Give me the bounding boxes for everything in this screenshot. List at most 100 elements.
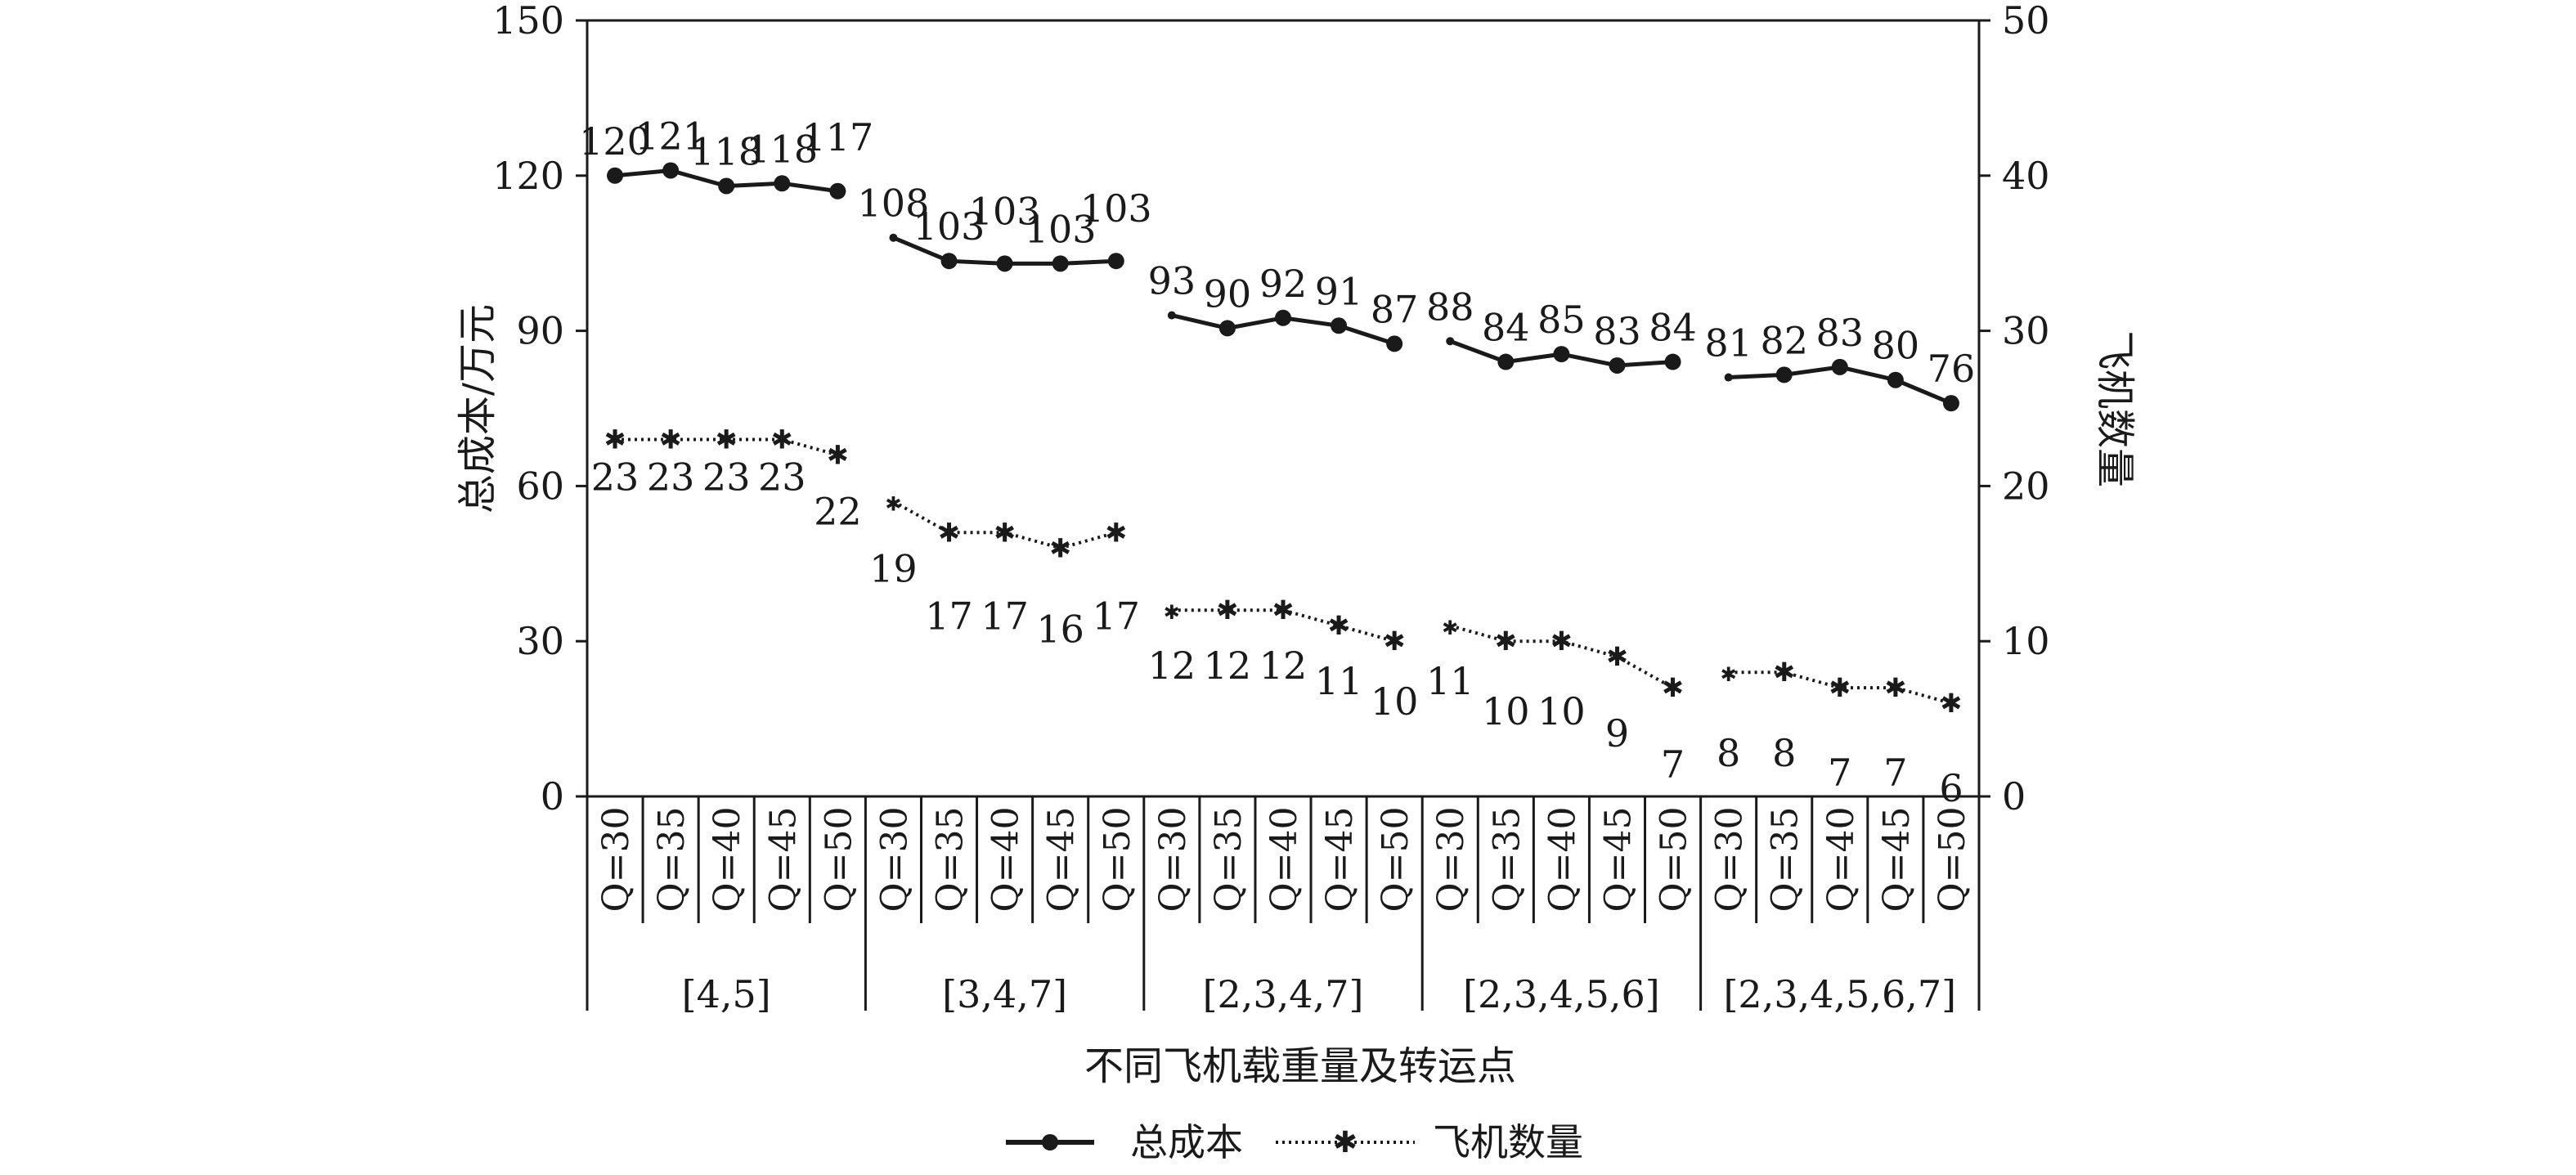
- category-tick-label: Q=45: [1041, 807, 1083, 913]
- aircraft-count-point: ✱: [1442, 617, 1458, 639]
- aircraft-count-point: ✱: [604, 424, 626, 455]
- total-cost-data-label: 103: [1025, 207, 1097, 251]
- aircraft-count-data-label: 17: [1092, 594, 1140, 638]
- total-cost-data-label: 87: [1371, 287, 1419, 331]
- total-cost-point: [718, 177, 735, 195]
- aircraft-count-point: ✱: [716, 424, 738, 455]
- aircraft-count-point: ✱: [1606, 641, 1628, 672]
- category-tick-label: Q=30: [873, 807, 915, 913]
- aircraft-count-data-label: 12: [1259, 644, 1308, 688]
- total-cost-point: [662, 162, 680, 179]
- total-cost-data-label: 76: [1928, 347, 1976, 391]
- total-cost-point: [1052, 255, 1069, 272]
- aircraft-count-data-label: 23: [647, 455, 695, 499]
- total-cost-point: [607, 167, 624, 184]
- category-tick-label: Q=50: [1097, 807, 1138, 913]
- total-cost-point: [1331, 317, 1348, 334]
- legend-total-cost-marker: [1042, 1134, 1058, 1150]
- category-tick-label: Q=35: [1486, 807, 1528, 913]
- total-cost-data-label: 83: [1816, 311, 1865, 355]
- total-cost-point: [1167, 311, 1176, 320]
- left-y-tick-label-3: 90: [516, 309, 564, 353]
- left-y-tick-label-5: 150: [492, 0, 564, 43]
- legend: 总成本 ✱ 飞机数量: [1006, 1120, 1583, 1164]
- aircraft-count-data-label: 11: [1315, 659, 1363, 703]
- category-tick-label: Q=45: [762, 807, 804, 913]
- total-cost-data-label: 103: [969, 189, 1041, 233]
- category-tick-label: Q=35: [930, 807, 972, 913]
- aircraft-count-data-label: 22: [814, 489, 862, 533]
- right-y-tick-label-5: 50: [2002, 0, 2050, 43]
- aircraft-count-point: ✱: [938, 517, 960, 548]
- total-cost-data-label: 117: [801, 115, 873, 159]
- category-tick-label: Q=45: [1319, 807, 1361, 913]
- aircraft-count-point: ✱: [1105, 517, 1127, 548]
- right-y-tick-label-0: 0: [2002, 774, 2026, 818]
- total-cost-point: [940, 253, 958, 270]
- total-cost-point: [889, 233, 898, 242]
- category-tick-label: Q=40: [707, 807, 748, 913]
- legend-aircraft-count-marker: ✱: [1333, 1126, 1358, 1159]
- total-cost-point: [1609, 357, 1626, 374]
- category-tick-label: Q=35: [1765, 807, 1806, 913]
- left-y-axis: 0 30 60 90 120 150: [492, 0, 587, 818]
- aircraft-count-data-label: 10: [1537, 689, 1586, 733]
- aircraft-count-point: ✱: [1941, 688, 1963, 719]
- aircraft-count-point: ✱: [1773, 657, 1795, 688]
- aircraft-count-point: ✱: [1049, 532, 1071, 563]
- category-tick-label: Q=50: [818, 807, 859, 913]
- category-tick-label: Q=35: [651, 807, 693, 913]
- total-cost-point: [1942, 395, 1959, 412]
- category-tick-label: Q=30: [595, 807, 637, 913]
- aircraft-count-data-label: 6: [1939, 766, 1963, 810]
- aircraft-count-point: ✱: [1328, 610, 1350, 641]
- aircraft-count-line-segment: [1449, 624, 1674, 689]
- legend-item-total-cost: 总成本: [1006, 1120, 1243, 1164]
- aircraft-count-point: ✱: [1384, 626, 1406, 657]
- category-tick-label: Q=50: [1654, 807, 1695, 913]
- aircraft-count-data-label: 19: [869, 546, 918, 590]
- total-cost-data-label: 80: [1872, 324, 1920, 368]
- left-y-tick-label-1: 30: [516, 619, 564, 663]
- category-tick-label: Q=50: [1932, 807, 1973, 913]
- category-tick-label: Q=30: [1709, 807, 1751, 913]
- group-label: [2,3,4,5,6,7]: [1723, 972, 1956, 1016]
- total-cost-point: [774, 175, 791, 192]
- total-cost-data-label: 85: [1537, 298, 1586, 342]
- aircraft-count-data-label: 23: [758, 455, 806, 499]
- total-cost-data-label: 120: [579, 119, 651, 164]
- aircraft-count-data-label: 10: [1482, 689, 1530, 733]
- total-cost-data-label: 108: [858, 182, 930, 226]
- legend-item-aircraft-count: ✱ 飞机数量: [1276, 1120, 1583, 1164]
- group-label: [2,3,4,7]: [1203, 972, 1364, 1016]
- total-cost-point: [1446, 337, 1455, 346]
- aircraft-count-data-label: 7: [1828, 751, 1851, 795]
- total-cost-point: [1107, 253, 1124, 270]
- category-tick-label: Q=40: [1542, 807, 1583, 913]
- total-cost-point: [829, 182, 846, 200]
- total-cost-point: [996, 255, 1013, 272]
- aircraft-count-point: ✱: [1884, 672, 1906, 703]
- aircraft-count-point: ✱: [827, 439, 849, 470]
- group-label: [4,5]: [682, 972, 771, 1016]
- left-y-tick-label-2: 60: [516, 464, 564, 508]
- aircraft-count-data-label: 12: [1148, 644, 1196, 688]
- right-y-tick-label-4: 40: [2002, 154, 2050, 198]
- total-cost-data-label: 82: [1760, 318, 1808, 362]
- group-label: [3,4,7]: [942, 972, 1067, 1016]
- category-axis: Q=30 Q=35 Q=40 Q=45 Q=50 [4,5] Q=30 Q=35 Q=40 Q=4…: [586, 796, 1981, 1016]
- aircraft-count-line-segment: [1171, 608, 1395, 644]
- total-cost-data-label: 92: [1259, 262, 1308, 306]
- total-cost-data-label: 84: [1482, 306, 1530, 350]
- aircraft-count-data-label: 23: [591, 455, 640, 499]
- total-cost-data-label: 84: [1649, 306, 1697, 350]
- total-cost-point: [1724, 373, 1733, 382]
- left-y-tick-label-0: 0: [541, 774, 564, 818]
- aircraft-count-point: ✱: [1829, 672, 1851, 703]
- total-cost-data-label: 118: [746, 127, 818, 171]
- legend-aircraft-count-label: 飞机数量: [1433, 1120, 1583, 1164]
- right-y-tick-label-2: 20: [2002, 464, 2050, 508]
- category-tick-label: Q=50: [1375, 807, 1416, 913]
